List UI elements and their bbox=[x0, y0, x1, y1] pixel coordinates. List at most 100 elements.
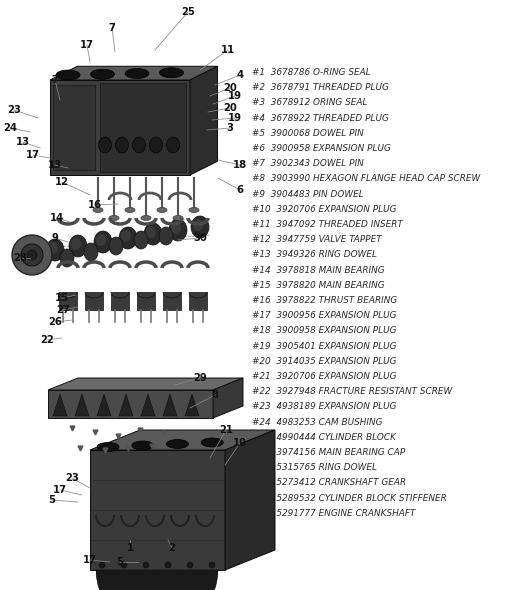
Ellipse shape bbox=[141, 215, 151, 221]
Ellipse shape bbox=[159, 227, 173, 245]
Text: #20  3914035 EXPANSION PLUG: #20 3914035 EXPANSION PLUG bbox=[252, 357, 397, 366]
Ellipse shape bbox=[191, 216, 209, 238]
Text: #13  3949326 RING DOWEL: #13 3949326 RING DOWEL bbox=[252, 250, 377, 260]
Ellipse shape bbox=[125, 208, 135, 212]
Text: 2: 2 bbox=[168, 543, 175, 553]
Polygon shape bbox=[48, 378, 243, 390]
Ellipse shape bbox=[48, 242, 58, 254]
Text: 5: 5 bbox=[116, 557, 124, 567]
Circle shape bbox=[12, 235, 52, 275]
Text: 20: 20 bbox=[223, 83, 237, 93]
Polygon shape bbox=[190, 66, 217, 175]
FancyBboxPatch shape bbox=[163, 292, 181, 310]
Text: 23: 23 bbox=[7, 105, 21, 115]
Text: 30: 30 bbox=[193, 233, 207, 243]
Text: #28  5273412 CRANKSHAFT GEAR: #28 5273412 CRANKSHAFT GEAR bbox=[252, 478, 406, 487]
Text: 17: 17 bbox=[80, 40, 94, 50]
Ellipse shape bbox=[189, 208, 199, 212]
FancyBboxPatch shape bbox=[85, 292, 103, 310]
Circle shape bbox=[27, 250, 37, 260]
Text: 20: 20 bbox=[223, 103, 237, 113]
Polygon shape bbox=[90, 450, 225, 570]
Text: 29: 29 bbox=[193, 373, 207, 383]
Text: #10  3920706 EXPANSION PLUG: #10 3920706 EXPANSION PLUG bbox=[252, 205, 397, 214]
Wedge shape bbox=[96, 570, 218, 590]
Text: 24: 24 bbox=[3, 123, 17, 133]
Ellipse shape bbox=[96, 234, 106, 246]
Text: #2  3678791 THREADED PLUG: #2 3678791 THREADED PLUG bbox=[252, 83, 389, 92]
Ellipse shape bbox=[133, 137, 146, 153]
Polygon shape bbox=[53, 394, 67, 416]
Text: 28: 28 bbox=[13, 253, 27, 263]
Text: #14  3978818 MAIN BEARING: #14 3978818 MAIN BEARING bbox=[252, 266, 385, 274]
Text: #4  3678922 THREADED PLUG: #4 3678922 THREADED PLUG bbox=[252, 114, 389, 123]
Ellipse shape bbox=[98, 137, 111, 153]
Text: 19: 19 bbox=[228, 113, 242, 123]
Text: #22  3927948 FRACTURE RESISTANT SCREW: #22 3927948 FRACTURE RESISTANT SCREW bbox=[252, 387, 452, 396]
Circle shape bbox=[187, 562, 193, 568]
FancyBboxPatch shape bbox=[59, 292, 77, 310]
Text: 15: 15 bbox=[55, 293, 69, 303]
Text: 7: 7 bbox=[109, 23, 115, 33]
Polygon shape bbox=[213, 378, 243, 418]
Text: 5: 5 bbox=[48, 495, 56, 505]
Text: 12: 12 bbox=[55, 177, 69, 187]
Polygon shape bbox=[225, 430, 275, 570]
Ellipse shape bbox=[157, 208, 167, 212]
Ellipse shape bbox=[146, 226, 156, 238]
Text: 23: 23 bbox=[65, 473, 79, 483]
Text: 10: 10 bbox=[233, 438, 247, 448]
FancyBboxPatch shape bbox=[53, 85, 95, 170]
Text: #5  3900068 DOWEL PIN: #5 3900068 DOWEL PIN bbox=[252, 129, 364, 138]
Ellipse shape bbox=[201, 438, 223, 447]
Ellipse shape bbox=[90, 69, 114, 79]
Text: 17: 17 bbox=[53, 485, 67, 495]
Ellipse shape bbox=[125, 68, 149, 78]
Polygon shape bbox=[119, 394, 133, 416]
Polygon shape bbox=[50, 66, 217, 80]
Text: #24  4983253 CAM BUSHING: #24 4983253 CAM BUSHING bbox=[252, 418, 383, 427]
Polygon shape bbox=[185, 394, 199, 416]
Ellipse shape bbox=[160, 68, 184, 78]
Ellipse shape bbox=[166, 440, 189, 448]
Text: #19  3905401 EXPANSION PLUG: #19 3905401 EXPANSION PLUG bbox=[252, 342, 397, 350]
Ellipse shape bbox=[171, 222, 181, 234]
Ellipse shape bbox=[119, 227, 137, 249]
Text: #8  3903990 HEXAGON FLANGE HEAD CAP SCREW: #8 3903990 HEXAGON FLANGE HEAD CAP SCREW bbox=[252, 175, 480, 183]
Ellipse shape bbox=[93, 208, 103, 212]
Text: 27: 27 bbox=[56, 305, 70, 315]
Text: #16  3978822 THRUST BEARING: #16 3978822 THRUST BEARING bbox=[252, 296, 397, 305]
Ellipse shape bbox=[69, 235, 87, 257]
Polygon shape bbox=[141, 394, 155, 416]
Text: 26: 26 bbox=[48, 317, 62, 327]
Ellipse shape bbox=[109, 237, 123, 255]
Text: 17: 17 bbox=[83, 555, 97, 565]
Ellipse shape bbox=[60, 249, 74, 267]
Circle shape bbox=[209, 562, 215, 568]
Text: 13: 13 bbox=[48, 160, 62, 170]
Ellipse shape bbox=[109, 215, 119, 221]
Text: 1: 1 bbox=[126, 543, 134, 553]
Text: 25: 25 bbox=[181, 7, 195, 17]
Circle shape bbox=[121, 562, 127, 568]
Text: 6: 6 bbox=[237, 185, 243, 195]
Ellipse shape bbox=[144, 223, 162, 245]
Ellipse shape bbox=[132, 441, 154, 450]
Text: #26  3974156 MAIN BEARING CAP: #26 3974156 MAIN BEARING CAP bbox=[252, 448, 405, 457]
Text: 14: 14 bbox=[50, 213, 64, 223]
Polygon shape bbox=[75, 394, 89, 416]
Text: #1  3678786 O-RING SEAL: #1 3678786 O-RING SEAL bbox=[252, 68, 371, 77]
Circle shape bbox=[21, 244, 43, 266]
Text: 13: 13 bbox=[16, 137, 30, 147]
Text: 3: 3 bbox=[227, 123, 233, 133]
Text: #17  3900956 EXPANSION PLUG: #17 3900956 EXPANSION PLUG bbox=[252, 311, 397, 320]
Text: #3  3678912 ORING SEAL: #3 3678912 ORING SEAL bbox=[252, 99, 368, 107]
FancyBboxPatch shape bbox=[137, 292, 155, 310]
Text: #21  3920706 EXPANSION PLUG: #21 3920706 EXPANSION PLUG bbox=[252, 372, 397, 381]
Text: #15  3978820 MAIN BEARING: #15 3978820 MAIN BEARING bbox=[252, 281, 385, 290]
Text: 17: 17 bbox=[26, 150, 40, 160]
Polygon shape bbox=[97, 394, 111, 416]
Circle shape bbox=[143, 562, 149, 568]
Text: #27  5315765 RING DOWEL: #27 5315765 RING DOWEL bbox=[252, 463, 377, 472]
Ellipse shape bbox=[134, 231, 148, 249]
